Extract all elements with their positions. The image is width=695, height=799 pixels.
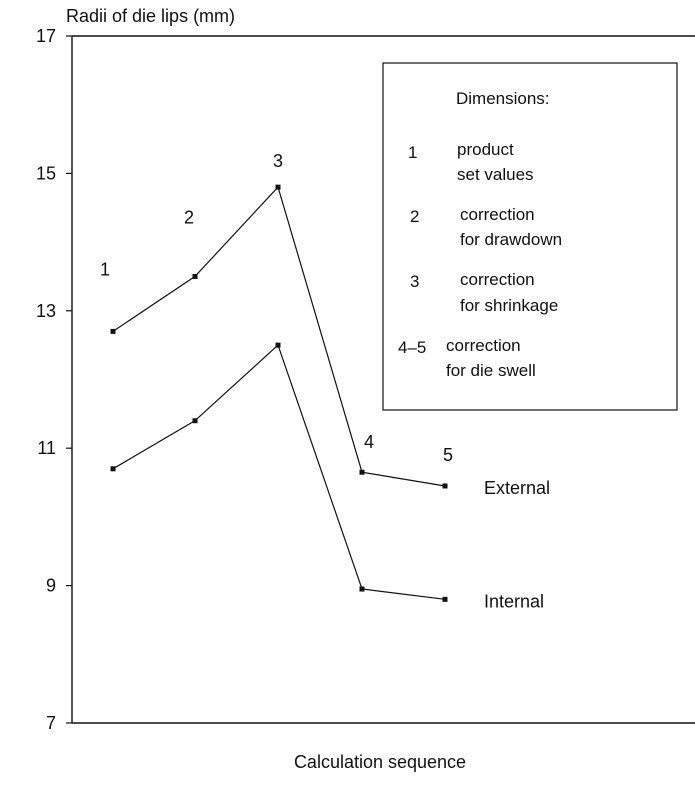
y-tick-label-15: 15 — [36, 163, 56, 183]
legend-entry-1-num: 1 — [408, 143, 417, 162]
legend-entry-4-line-1: correction — [446, 336, 521, 355]
legend-box — [382, 62, 678, 411]
point-label-3: 3 — [273, 151, 283, 171]
y-tick-label-13: 13 — [36, 301, 56, 321]
legend-entry-3-line-2: for shrinkage — [460, 296, 558, 315]
y-tick-label-11: 11 — [37, 438, 56, 458]
series-label-internal: Internal — [484, 591, 544, 611]
legend: Dimensions: 1 product set values 2 corre… — [382, 62, 678, 411]
point-external-3 — [275, 184, 281, 190]
legend-entry-2-num: 2 — [410, 207, 419, 226]
point-external-2 — [192, 273, 198, 279]
y-tick-label-17: 17 — [36, 26, 56, 46]
point-internal-3 — [275, 342, 281, 348]
point-internal-2 — [192, 418, 198, 424]
point-internal-1 — [110, 466, 116, 472]
legend-entry-2-line-1: correction — [460, 205, 535, 224]
series-group: External Internal — [110, 184, 550, 611]
point-internal-4 — [359, 586, 365, 592]
y-tick-label-7: 7 — [46, 713, 56, 733]
series-line-external — [112, 185, 446, 487]
legend-entry-2-line-2: for drawdown — [460, 230, 562, 249]
point-external-1 — [110, 328, 116, 334]
y-ticks: 7 9 11 13 15 17 — [36, 26, 72, 733]
y-tick-label-9: 9 — [46, 576, 56, 596]
legend-entry-1-line-2: set values — [457, 165, 534, 184]
x-axis-label: Calculation sequence — [294, 752, 466, 772]
y-axis-label: Radii of die lips (mm) — [66, 6, 235, 26]
point-label-4: 4 — [364, 432, 374, 452]
legend-entry-4-line-2: for die swell — [446, 361, 536, 380]
legend-entry-3-line-1: correction — [460, 270, 535, 289]
point-external-5 — [442, 483, 448, 489]
legend-entry-4-num: 4–5 — [398, 338, 426, 357]
point-internal-5 — [442, 596, 448, 602]
point-external-4 — [359, 469, 365, 475]
legend-entry-3-num: 3 — [410, 272, 419, 291]
legend-entry-1-line-1: product — [457, 140, 514, 159]
legend-title: Dimensions: — [456, 89, 550, 108]
series-line-internal — [112, 344, 446, 600]
point-label-1: 1 — [100, 259, 110, 279]
point-labels: 1 2 3 4 5 — [100, 151, 453, 465]
point-label-5: 5 — [443, 445, 453, 465]
series-label-external: External — [484, 478, 550, 498]
point-label-2: 2 — [184, 207, 194, 227]
